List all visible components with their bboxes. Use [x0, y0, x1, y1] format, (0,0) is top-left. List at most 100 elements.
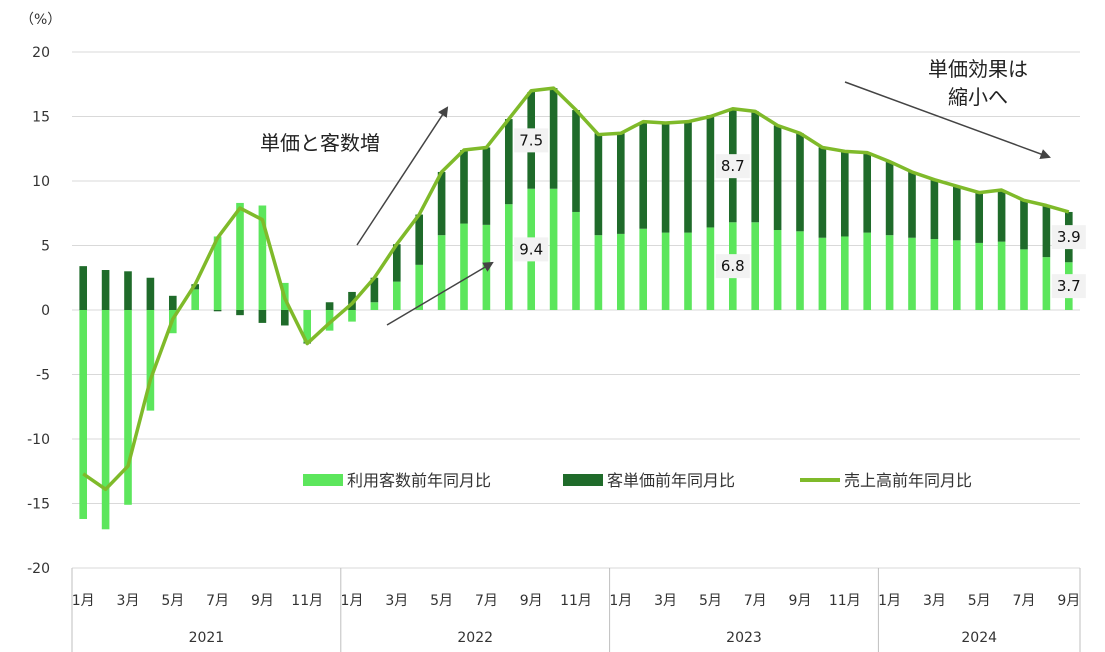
bars: [79, 88, 1073, 530]
legend-unit-price-swatch: [563, 474, 603, 486]
x-month-label: 11月: [829, 593, 861, 609]
x-month-label: 9月: [1057, 593, 1080, 609]
bar-customers: [639, 228, 648, 310]
bar-unit-price: [1042, 205, 1051, 258]
bar-unit-price: [415, 214, 424, 265]
annotation-price-customers: 単価と客数増: [260, 131, 380, 155]
bar-unit-price: [482, 147, 491, 225]
bar-customers: [975, 242, 984, 310]
bar-customers: [1020, 249, 1028, 310]
bar-customers: [684, 232, 692, 310]
bar-customers: [213, 236, 222, 310]
y-tick-label: 20: [32, 45, 50, 61]
bar-unit-price: [101, 270, 110, 310]
y-tick-label: 10: [32, 174, 50, 190]
bar-unit-price: [437, 171, 446, 236]
bar-customers: [796, 231, 804, 310]
bar-unit-price: [168, 295, 177, 310]
bar-customers: [840, 236, 849, 310]
x-axis: 2021 2022 2023 2024 1月 3月 5月 7月 9月 11月 1月 3月 5月 7月 9月 1…: [71, 567, 1081, 652]
x-month-label: 3月: [654, 593, 677, 609]
bar-unit-price: [1020, 200, 1028, 250]
bar-customers: [885, 235, 894, 310]
data-label-box: [1051, 274, 1086, 299]
bar-unit-price: [751, 111, 760, 223]
x-month-label: 11月: [291, 593, 323, 609]
x-year-label: 2021: [189, 630, 225, 646]
bar-customers: [1042, 257, 1051, 310]
bar-customers: [661, 232, 670, 310]
bar-unit-price: [639, 122, 648, 229]
bar-customers: [191, 289, 200, 310]
bar-unit-price: [460, 150, 468, 224]
annotation-price-effect: 縮小へ: [948, 85, 1008, 109]
bar-unit-price: [661, 122, 670, 233]
x-month-label: 5月: [968, 593, 991, 609]
data-label-box: [514, 128, 549, 153]
legend-customers-label: 利用客数前年同月比: [347, 471, 491, 490]
bar-unit-price: [504, 119, 513, 205]
y-axis: （%） 20 15 10 5 0 -5 -10 -15 -20: [20, 12, 61, 577]
data-label-box: [715, 154, 750, 179]
bar-unit-price: [280, 310, 289, 326]
bar-unit-price: [124, 271, 132, 310]
bar-unit-price: [885, 161, 894, 236]
bar-customers: [751, 222, 760, 310]
bar-unit-price: [952, 186, 961, 241]
data-label: 8.7: [721, 157, 745, 175]
data-label: 3.9: [1057, 228, 1081, 246]
x-month-label: 7月: [206, 593, 229, 609]
y-tick-label: -5: [36, 368, 50, 384]
data-labels: 7.5 9.4 8.7 6.8 3.9 3.7: [514, 128, 1086, 299]
x-month-label: 9月: [789, 593, 812, 609]
x-month-label: 9月: [520, 593, 543, 609]
data-label-box: [715, 254, 750, 279]
x-month-label: 1月: [609, 593, 632, 609]
bar-unit-price: [370, 277, 379, 303]
x-month-label: 1月: [72, 593, 95, 609]
bar-customers: [594, 235, 603, 310]
legend-unit-price-label: 客単価前年同月比: [607, 471, 735, 490]
data-label: 7.5: [519, 131, 543, 149]
x-month-label: 5月: [430, 593, 453, 609]
x-month-label: 3月: [117, 593, 140, 609]
bar-unit-price: [930, 179, 939, 240]
bar-unit-price: [818, 147, 827, 238]
bar-unit-price: [146, 277, 155, 310]
bar-customers: [549, 188, 558, 310]
bar-unit-price: [975, 192, 984, 243]
bar-customers: [101, 310, 110, 530]
bar-unit-price: [908, 171, 916, 238]
y-tick-label: -10: [27, 432, 50, 448]
bar-unit-price: [594, 133, 603, 236]
bar-customers: [706, 227, 715, 310]
bar-customers: [236, 202, 244, 310]
bar-customers: [616, 233, 625, 310]
x-month-label: 3月: [385, 593, 408, 609]
x-month-label: 7月: [475, 593, 498, 609]
y-tick-label: 5: [41, 239, 50, 255]
bar-unit-price: [796, 133, 804, 232]
y-tick-label: -20: [27, 561, 50, 577]
x-month-label: 7月: [1013, 593, 1036, 609]
bar-customers: [258, 205, 267, 310]
y-tick-label: 0: [41, 303, 50, 319]
data-label: 3.7: [1057, 277, 1081, 295]
x-month-label: 1月: [878, 593, 901, 609]
bar-unit-price: [863, 152, 872, 233]
arrow-up-upper: [356, 106, 449, 246]
bar-unit-price: [840, 151, 849, 237]
legend-sales-label: 売上高前年同月比: [844, 471, 972, 490]
legend-customers-swatch: [303, 474, 343, 486]
bar-customers: [146, 310, 155, 411]
bar-customers: [348, 310, 356, 322]
bar-customers: [863, 232, 872, 310]
bar-unit-price: [258, 310, 267, 323]
bar-unit-price: [236, 310, 244, 316]
y-axis-unit-label: （%）: [20, 12, 61, 28]
bar-customers: [908, 237, 916, 310]
x-month-label: 3月: [923, 593, 946, 609]
x-year-label: 2024: [961, 630, 997, 646]
